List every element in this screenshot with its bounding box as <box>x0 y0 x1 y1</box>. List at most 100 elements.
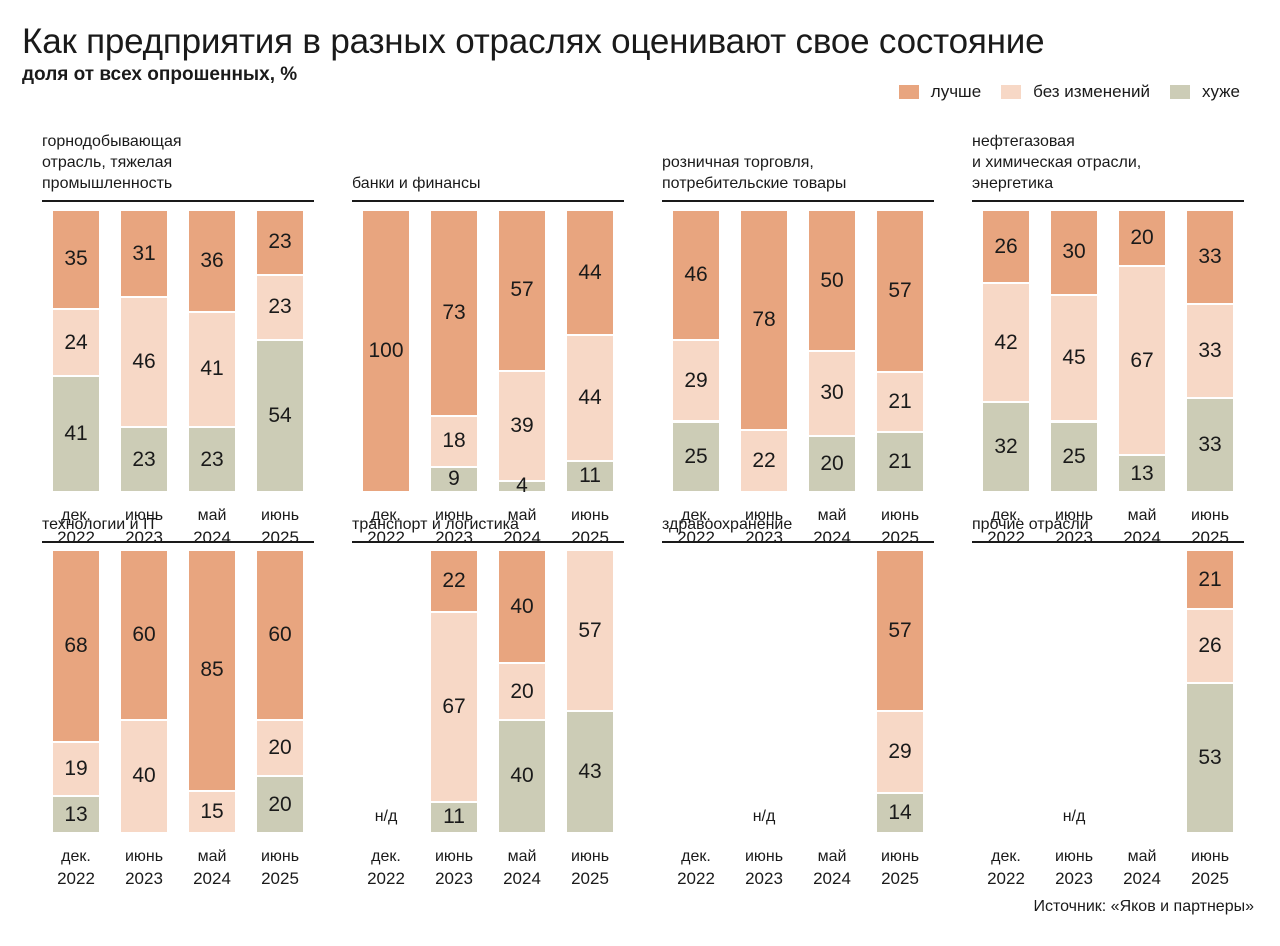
bar-segment-unchanged <box>499 664 545 719</box>
panel-rule <box>352 541 624 543</box>
x-tick-label-month: июнь <box>124 848 164 865</box>
bar-value-label: 54 <box>268 403 292 427</box>
bar-value-label: 33 <box>1198 433 1222 456</box>
bar-value-label: 25 <box>684 444 708 468</box>
bar-value-label: 13 <box>64 802 88 826</box>
panel-rule <box>662 541 934 543</box>
bar-value-label: 30 <box>1062 240 1086 264</box>
panel-rule <box>42 200 314 202</box>
bar-value-label: 32 <box>994 434 1018 458</box>
bar-segment-worse <box>1187 684 1233 832</box>
x-tick-label: июнь 2025 <box>555 846 625 890</box>
bar-value-label: 41 <box>64 422 88 446</box>
x-tick-label-month: июнь <box>434 507 474 524</box>
x-tick-label-month: июнь <box>570 507 610 524</box>
bar-segment-better <box>1187 211 1233 303</box>
bar-segment-worse <box>499 481 545 491</box>
panel-rule <box>42 541 314 543</box>
bar-segment-unchanged <box>499 371 545 480</box>
bar-column: 68 19 13 <box>53 551 99 834</box>
bar-segment-better <box>189 211 235 311</box>
x-tick-label-month: июнь <box>880 507 920 524</box>
missing-label: н/д <box>374 808 398 825</box>
bar-segment-worse <box>1051 422 1097 491</box>
bar-segment-better <box>121 211 167 297</box>
bar-column: 60 40 <box>121 551 167 834</box>
bar-value-label: 57 <box>888 618 912 642</box>
x-tick-label-year: 2023 <box>1055 869 1093 888</box>
bar-value-label: 67 <box>1130 348 1154 372</box>
bar-column: 57 39 4 <box>499 211 545 497</box>
bar-value-label: 60 <box>132 622 156 646</box>
bar-segment-unchanged <box>189 791 235 832</box>
x-tick-label-month: июнь <box>1190 507 1230 524</box>
x-tick-label-year: 2022 <box>987 869 1025 888</box>
bar-segment-unchanged <box>983 284 1029 401</box>
bar-column: 21 26 53 <box>1187 551 1233 834</box>
x-tick-label-month: дек. <box>991 848 1021 865</box>
x-tick-label-month: май <box>1127 848 1157 865</box>
bar-column: 31 46 23 <box>121 211 167 493</box>
x-tick-label: дек. 2022 <box>661 846 731 890</box>
legend-swatch-unchanged <box>1001 85 1022 99</box>
bar-segment-better <box>1051 211 1097 294</box>
bar-value-label: 20 <box>268 792 292 816</box>
x-tick-label-year: 2023 <box>125 869 163 888</box>
x-tick-label-year: 2024 <box>193 869 231 888</box>
bar-segment-unchanged <box>567 336 613 460</box>
bar-value-label: 9 <box>448 467 460 491</box>
bar-segment-worse <box>567 461 613 491</box>
bar-value-label: 23 <box>200 447 224 471</box>
bar-segment-unchanged <box>1187 305 1233 397</box>
bar-segment-better <box>1119 211 1165 266</box>
bar-segment-worse <box>499 720 545 832</box>
bar-segment-unchanged <box>1187 610 1233 682</box>
bar-value-label: 14 <box>888 801 912 825</box>
bar-column: 23 23 54 <box>257 211 303 493</box>
x-tick-label: июнь 2025 <box>865 846 935 890</box>
x-tick-label: июнь 2025 <box>1175 846 1245 890</box>
bar-segment-better <box>431 211 477 415</box>
bar-value-label: 46 <box>132 350 156 374</box>
bar-value-label: 11 <box>443 805 465 829</box>
x-tick-label-month: май <box>507 507 537 524</box>
bar-segment-unchanged <box>1051 295 1097 421</box>
x-tick-label-month: май <box>197 507 227 524</box>
bar-segment-better <box>53 551 99 742</box>
bar-segment-worse <box>809 436 855 491</box>
panel-title: розничная торговля, потребительские това… <box>662 154 847 192</box>
bar-value-label: 20 <box>820 451 844 475</box>
bar-segment-worse <box>257 777 303 832</box>
x-tick-label: июнь 2023 <box>1039 846 1109 890</box>
x-tick-label: май 2024 <box>177 846 247 890</box>
x-tick-label: июнь 2023 <box>109 846 179 890</box>
bar-segment-better <box>983 211 1029 283</box>
missing-label: н/д <box>752 808 776 825</box>
bar-segment-better <box>53 211 99 308</box>
bar-column: 85 15 <box>189 551 235 834</box>
bar-segment-better <box>1187 551 1233 609</box>
bar-value-label: 44 <box>578 386 602 409</box>
legend-label-unchanged: без изменений <box>1033 82 1150 101</box>
bar-value-label: 21 <box>888 390 912 414</box>
bar-segment-worse <box>567 712 613 832</box>
x-tick-label-year: 2024 <box>503 869 541 888</box>
bar-value-label: 30 <box>820 381 844 405</box>
bar-segment-better <box>499 551 545 663</box>
x-tick-label: дек. 2022 <box>351 846 421 890</box>
x-tick-label: дек. 2022 <box>971 846 1041 890</box>
legend-label-worse: хуже <box>1201 82 1240 101</box>
bar-column: 30 45 25 <box>1051 211 1097 493</box>
bar-segment-worse <box>1187 399 1233 491</box>
x-tick-label-month: май <box>817 848 847 865</box>
bar-column: 40 20 40 <box>499 551 545 834</box>
x-tick-label-year: 2022 <box>367 869 405 888</box>
bar-value-label: 23 <box>132 447 156 471</box>
x-tick-label-month: июнь <box>880 848 920 865</box>
bar-segment-worse <box>121 428 167 491</box>
x-tick-label-year: 2025 <box>1191 528 1229 547</box>
bar-segment-better <box>431 551 477 612</box>
x-tick-label-year: 2025 <box>1191 869 1229 888</box>
bar-value-label: 29 <box>684 368 708 392</box>
bar-value-label: 20 <box>1130 226 1154 250</box>
